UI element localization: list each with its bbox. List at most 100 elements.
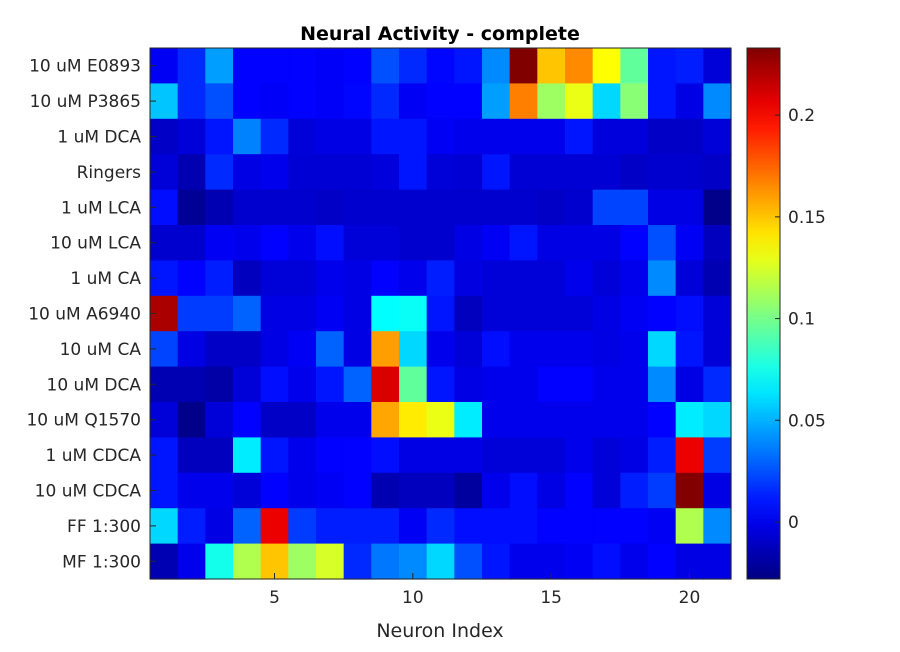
- heatmap-cell: [620, 189, 649, 226]
- heatmap-cell: [592, 225, 621, 261]
- heatmap-cell: [260, 331, 289, 368]
- heatmap-cell: [233, 472, 262, 509]
- x-axis-label: Neuron Index: [376, 620, 503, 642]
- heatmap-cell: [565, 543, 594, 580]
- heatmap-cell: [177, 331, 206, 368]
- heatmap-cell: [482, 366, 511, 403]
- heatmap-cell: [620, 402, 649, 438]
- heatmap-cell: [343, 366, 372, 403]
- heatmap-cell: [177, 48, 206, 84]
- heatmap-cell: [454, 83, 483, 120]
- heatmap-cell: [482, 118, 511, 155]
- heatmap-cell: [454, 402, 483, 438]
- heatmap-cell: [371, 154, 400, 191]
- heatmap-cell: [482, 189, 511, 226]
- heatmap-cell: [648, 508, 677, 545]
- heatmap-cell: [426, 189, 455, 226]
- heatmap-cell: [177, 225, 206, 261]
- row-labels: 10 uM E0893 10 uM P3865 1 uM DCA Ringers 1 u…: [26, 57, 156, 572]
- heatmap-cell: [260, 437, 289, 474]
- heatmap-cell: [233, 225, 262, 261]
- heatmap-cell: [592, 118, 621, 155]
- heatmap-cell: [620, 83, 649, 120]
- heatmap-cell: [565, 331, 594, 368]
- heatmap-cell: [233, 543, 262, 580]
- heatmap-cell: [454, 472, 483, 509]
- heatmap-cell: [509, 331, 538, 368]
- heatmap-cell: [565, 437, 594, 474]
- heatmap-cell: [537, 154, 566, 191]
- heatmap-cell: [260, 154, 289, 191]
- heatmap-cell: [399, 260, 428, 297]
- colorbar: [746, 47, 781, 580]
- row-label: 10 uM LCA: [50, 234, 141, 254]
- heatmap-cell: [620, 225, 649, 261]
- heatmap-cell: [426, 437, 455, 474]
- heatmap-cell: [371, 48, 400, 84]
- heatmap-cell: [343, 225, 372, 261]
- heatmap-cell: [399, 402, 428, 438]
- heatmap-cell: [703, 260, 732, 297]
- heatmap-cell: [592, 472, 621, 509]
- heatmap-cell: [426, 472, 455, 509]
- heatmap-cell: [288, 154, 317, 191]
- heatmap-cell: [288, 437, 317, 474]
- heatmap-cell: [565, 189, 594, 226]
- heatmap-cell: [648, 118, 677, 155]
- heatmap-cell: [177, 437, 206, 474]
- heatmap-cell: [316, 366, 345, 403]
- heatmap-cell: [565, 154, 594, 191]
- heatmap-cell: [537, 437, 566, 474]
- heatmap-cell: [260, 83, 289, 120]
- heatmap-cell: [648, 48, 677, 84]
- heatmap-cell: [703, 295, 732, 332]
- heatmap-cell: [454, 154, 483, 191]
- heatmap-cell: [565, 472, 594, 509]
- heatmap-cell: [482, 437, 511, 474]
- heatmap-cell: [399, 508, 428, 545]
- row-label: 10 uM CA: [60, 340, 142, 360]
- heatmap-cell: [288, 402, 317, 438]
- heatmap-cell: [703, 189, 732, 226]
- heatmap-cell: [343, 189, 372, 226]
- heatmap-cell: [454, 331, 483, 368]
- heatmap-cell: [343, 260, 372, 297]
- heatmap-cell: [509, 48, 538, 84]
- heatmap-cell: [316, 154, 345, 191]
- heatmap-cell: [177, 260, 206, 297]
- colorbar-ticks: 0 0.05 0.1 0.15 0.2: [775, 106, 826, 533]
- heatmap-cell: [675, 83, 704, 120]
- heatmap-cell: [177, 508, 206, 545]
- heatmap-cell: [177, 366, 206, 403]
- heatmap-cell: [233, 437, 262, 474]
- heatmap-cell: [565, 118, 594, 155]
- heatmap-cell: [371, 260, 400, 297]
- heatmap-cell: [205, 331, 234, 368]
- heatmap-cell: [703, 154, 732, 191]
- heatmap-cell: [205, 260, 234, 297]
- heatmap-cell: [703, 508, 732, 545]
- heatmap-cells: [150, 48, 732, 580]
- heatmap-cell: [371, 366, 400, 403]
- heatmap-cell: [482, 543, 511, 580]
- row-label: 10 uM Q1570: [26, 411, 141, 431]
- heatmap-cell: [288, 225, 317, 261]
- heatmap-cell: [648, 225, 677, 261]
- heatmap-cell: [399, 472, 428, 509]
- heatmap-cell: [260, 508, 289, 545]
- heatmap-cell: [343, 118, 372, 155]
- heatmap-cell: [233, 48, 262, 84]
- heatmap-cell: [592, 508, 621, 545]
- heatmap-cell: [343, 295, 372, 332]
- heatmap-cell: [482, 472, 511, 509]
- heatmap-cell: [482, 83, 511, 120]
- heatmap-cell: [260, 189, 289, 226]
- heatmap-cell: [537, 48, 566, 84]
- heatmap-cell: [177, 472, 206, 509]
- heatmap-cell: [648, 83, 677, 120]
- heatmap-cell: [509, 295, 538, 332]
- row-label: MF 1:300: [62, 552, 141, 572]
- heatmap-cell: [426, 225, 455, 261]
- heatmap-cell: [454, 260, 483, 297]
- heatmap-cell: [620, 295, 649, 332]
